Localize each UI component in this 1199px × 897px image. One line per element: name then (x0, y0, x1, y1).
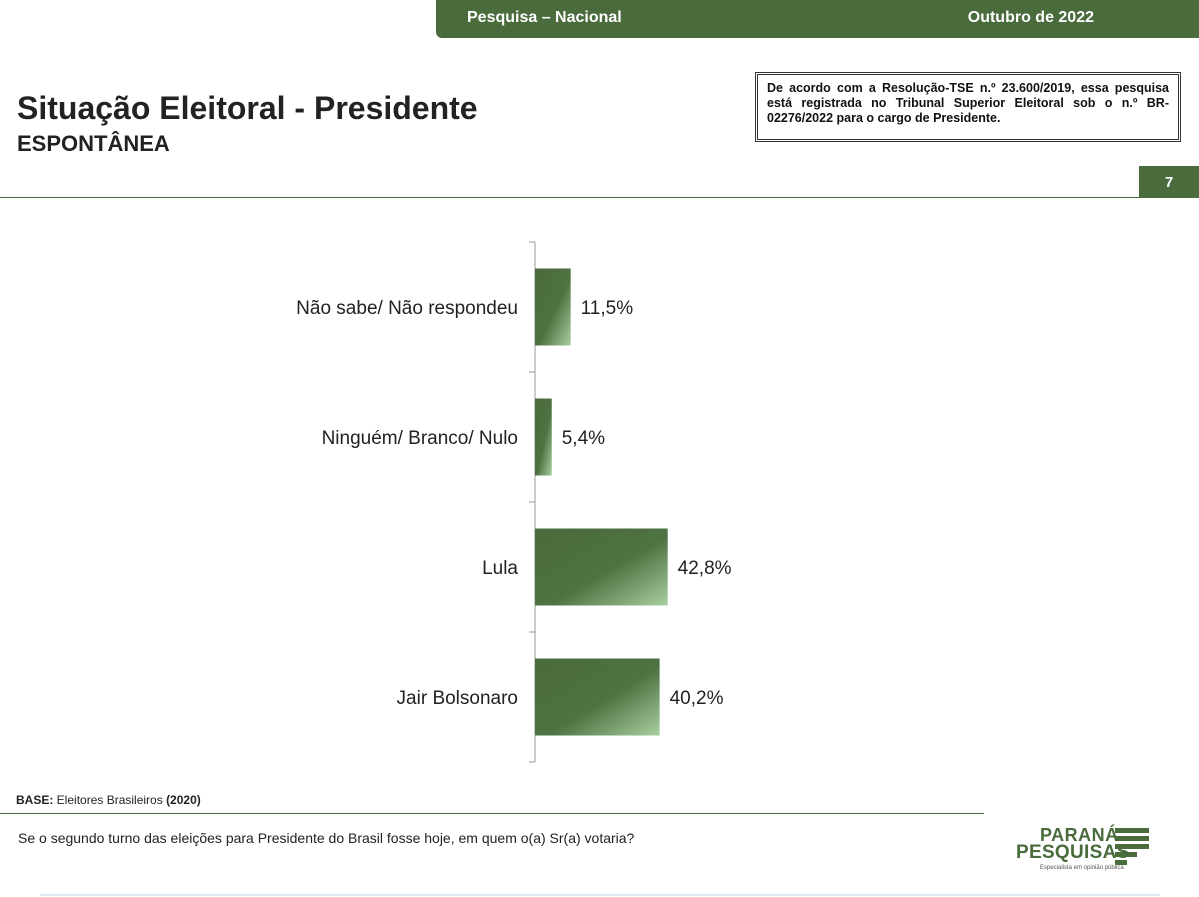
footer-divider (0, 813, 984, 814)
bar-chart: Não sabe/ Não respondeu 11,5% Ninguém/ Bra… (0, 230, 1199, 770)
survey-label: Pesquisa – Nacional (467, 9, 622, 26)
page-number: 7 (1139, 166, 1199, 198)
tse-notice-suffix: para o cargo de Presidente. (833, 111, 1001, 125)
base-text: Eleitores Brasileiros (53, 793, 167, 807)
chart-svg: Não sabe/ Não respondeu 11,5% Ninguém/ Bra… (296, 241, 732, 763)
bar (535, 658, 660, 736)
category-label: Lula (482, 558, 518, 579)
logo-line1: PARANÁ (1040, 825, 1119, 845)
tse-notice-prefix: De acordo com a Resolução-TSE n.º 23.600… (767, 81, 1169, 110)
tse-registration-number: BR-02276/2022 (767, 96, 1169, 125)
bar (535, 398, 552, 476)
category-label: Não sabe/ Não respondeu (296, 298, 518, 319)
data-label: 42,8% (678, 558, 732, 579)
data-label: 11,5% (581, 298, 634, 319)
base-note: BASE: Eleitores Brasileiros (2020) (16, 793, 201, 807)
tse-registration-notice: De acordo com a Resolução-TSE n.º 23.600… (755, 72, 1181, 142)
logo-line2: PESQUISAS (1016, 842, 1130, 863)
date-label: Outubro de 2022 (967, 9, 1094, 26)
category-label: Jair Bolsonaro (397, 688, 518, 709)
survey-question: Se o segundo turno das eleições para Pre… (18, 830, 635, 846)
header-divider (0, 197, 1199, 198)
page-title: Situação Eleitoral - Presidente (17, 90, 478, 126)
bar (535, 268, 571, 346)
base-label: BASE: (16, 793, 54, 807)
logo-stripes-icon (1115, 828, 1149, 865)
base-year: (2020) (166, 793, 201, 807)
bar (535, 528, 668, 606)
data-label: 5,4% (562, 428, 605, 449)
category-label: Ninguém/ Branco/ Nulo (322, 428, 518, 449)
logo-tagline: Especialista em opinião pública (1040, 865, 1124, 871)
parana-pesquisas-logo: PARANÁ PESQUISAS Especialista em opinião… (1016, 825, 1156, 875)
top-banner: Pesquisa – Nacional Outubro de 2022 (436, 0, 1199, 38)
data-label: 40,2% (670, 688, 724, 709)
bottom-line (40, 894, 1160, 896)
page-subtitle: ESPONTÂNEA (17, 131, 170, 156)
